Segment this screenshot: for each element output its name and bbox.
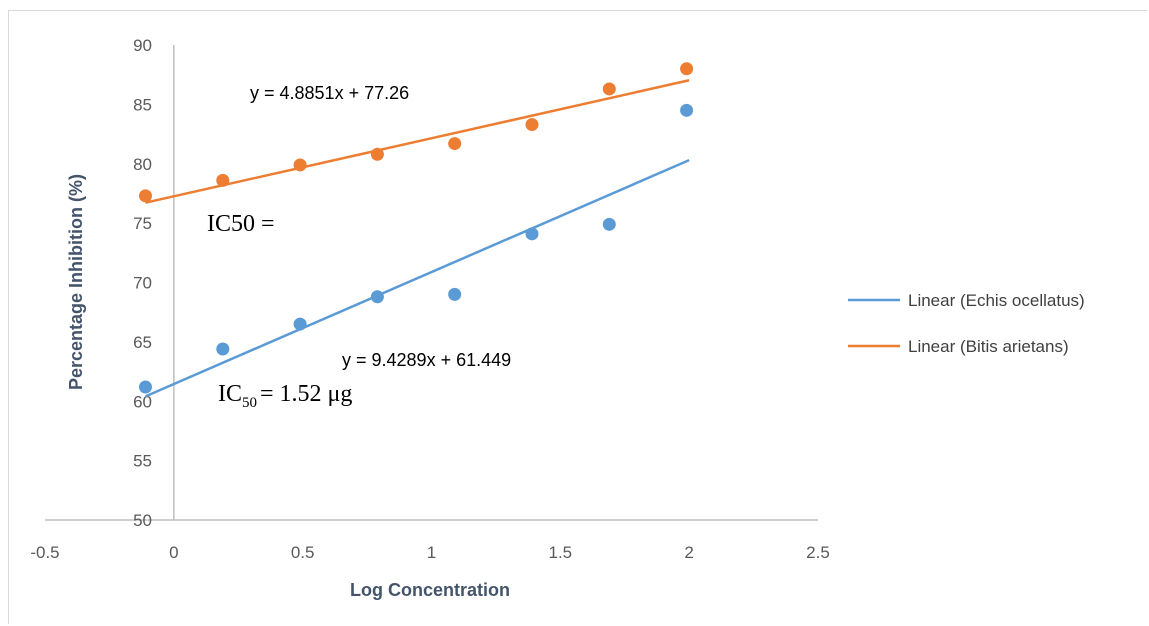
- x-tick-label: 0: [169, 543, 178, 562]
- data-point-echis: [293, 317, 307, 331]
- ic50-value: = 1.52 μg: [260, 381, 352, 407]
- data-point-echis: [602, 217, 616, 231]
- trendline-echis: [144, 158, 690, 398]
- data-point-echis: [525, 227, 539, 241]
- trendline-bitis: [145, 79, 690, 204]
- ic50-label-bottom: IC50 = 1.52 μg: [218, 381, 352, 411]
- y-tick-label: 60: [133, 392, 152, 411]
- data-points: [138, 62, 694, 394]
- trendlines: [144, 79, 690, 398]
- y-tick-label: 80: [133, 155, 152, 174]
- data-point-bitis: [216, 173, 230, 187]
- axes: [45, 45, 818, 521]
- equation-echis: y = 9.4289x + 61.449: [342, 350, 511, 370]
- data-point-bitis: [602, 82, 616, 96]
- data-point-echis: [680, 103, 694, 117]
- y-tick-label: 90: [133, 36, 152, 55]
- legend: Linear (Echis ocellatus) Linear (Bitis a…: [848, 291, 1085, 356]
- x-tick-label: -0.5: [30, 543, 59, 562]
- x-axis-title: Log Concentration: [350, 580, 510, 600]
- data-point-bitis: [370, 147, 384, 161]
- x-tick-label: 1.5: [549, 543, 573, 562]
- ic50-label-top: IC50 =: [207, 211, 275, 237]
- ic50-prefix: IC: [218, 381, 242, 407]
- data-point-echis: [448, 287, 462, 301]
- data-point-bitis: [680, 62, 694, 76]
- y-tick-label: 55: [133, 452, 152, 471]
- data-point-echis: [138, 380, 152, 394]
- legend-label-echis: Linear (Echis ocellatus): [908, 291, 1085, 310]
- y-axis-title: Percentage Inhibition (%): [66, 174, 86, 390]
- equation-bitis: y = 4.8851x + 77.26: [250, 83, 409, 103]
- legend-item-bitis: Linear (Bitis arietans): [848, 337, 1069, 356]
- x-tick-label: 2.5: [806, 543, 830, 562]
- tick-labels: -0.5 0 0.5 1 1.5 2 2.5 50 55 60 65 70 75 80 85 90: [30, 36, 829, 562]
- x-tick-label: 2: [684, 543, 693, 562]
- x-tick-label: 0.5: [291, 543, 315, 562]
- y-tick-label: 70: [133, 274, 152, 293]
- legend-item-echis: Linear (Echis ocellatus): [848, 291, 1085, 310]
- chart-frame: [8, 10, 1147, 624]
- data-point-bitis: [293, 158, 307, 172]
- data-point-bitis: [448, 137, 462, 151]
- y-tick-label: 50: [133, 511, 152, 530]
- data-point-bitis: [525, 118, 539, 132]
- data-point-bitis: [138, 189, 152, 203]
- y-tick-label: 85: [133, 95, 152, 114]
- data-point-echis: [216, 342, 230, 356]
- y-tick-label: 75: [133, 214, 152, 233]
- legend-label-bitis: Linear (Bitis arietans): [908, 337, 1069, 356]
- y-tick-label: 65: [133, 333, 152, 352]
- data-point-echis: [370, 290, 384, 304]
- x-tick-label: 1: [427, 543, 436, 562]
- ic50-subscript: 50: [242, 395, 257, 411]
